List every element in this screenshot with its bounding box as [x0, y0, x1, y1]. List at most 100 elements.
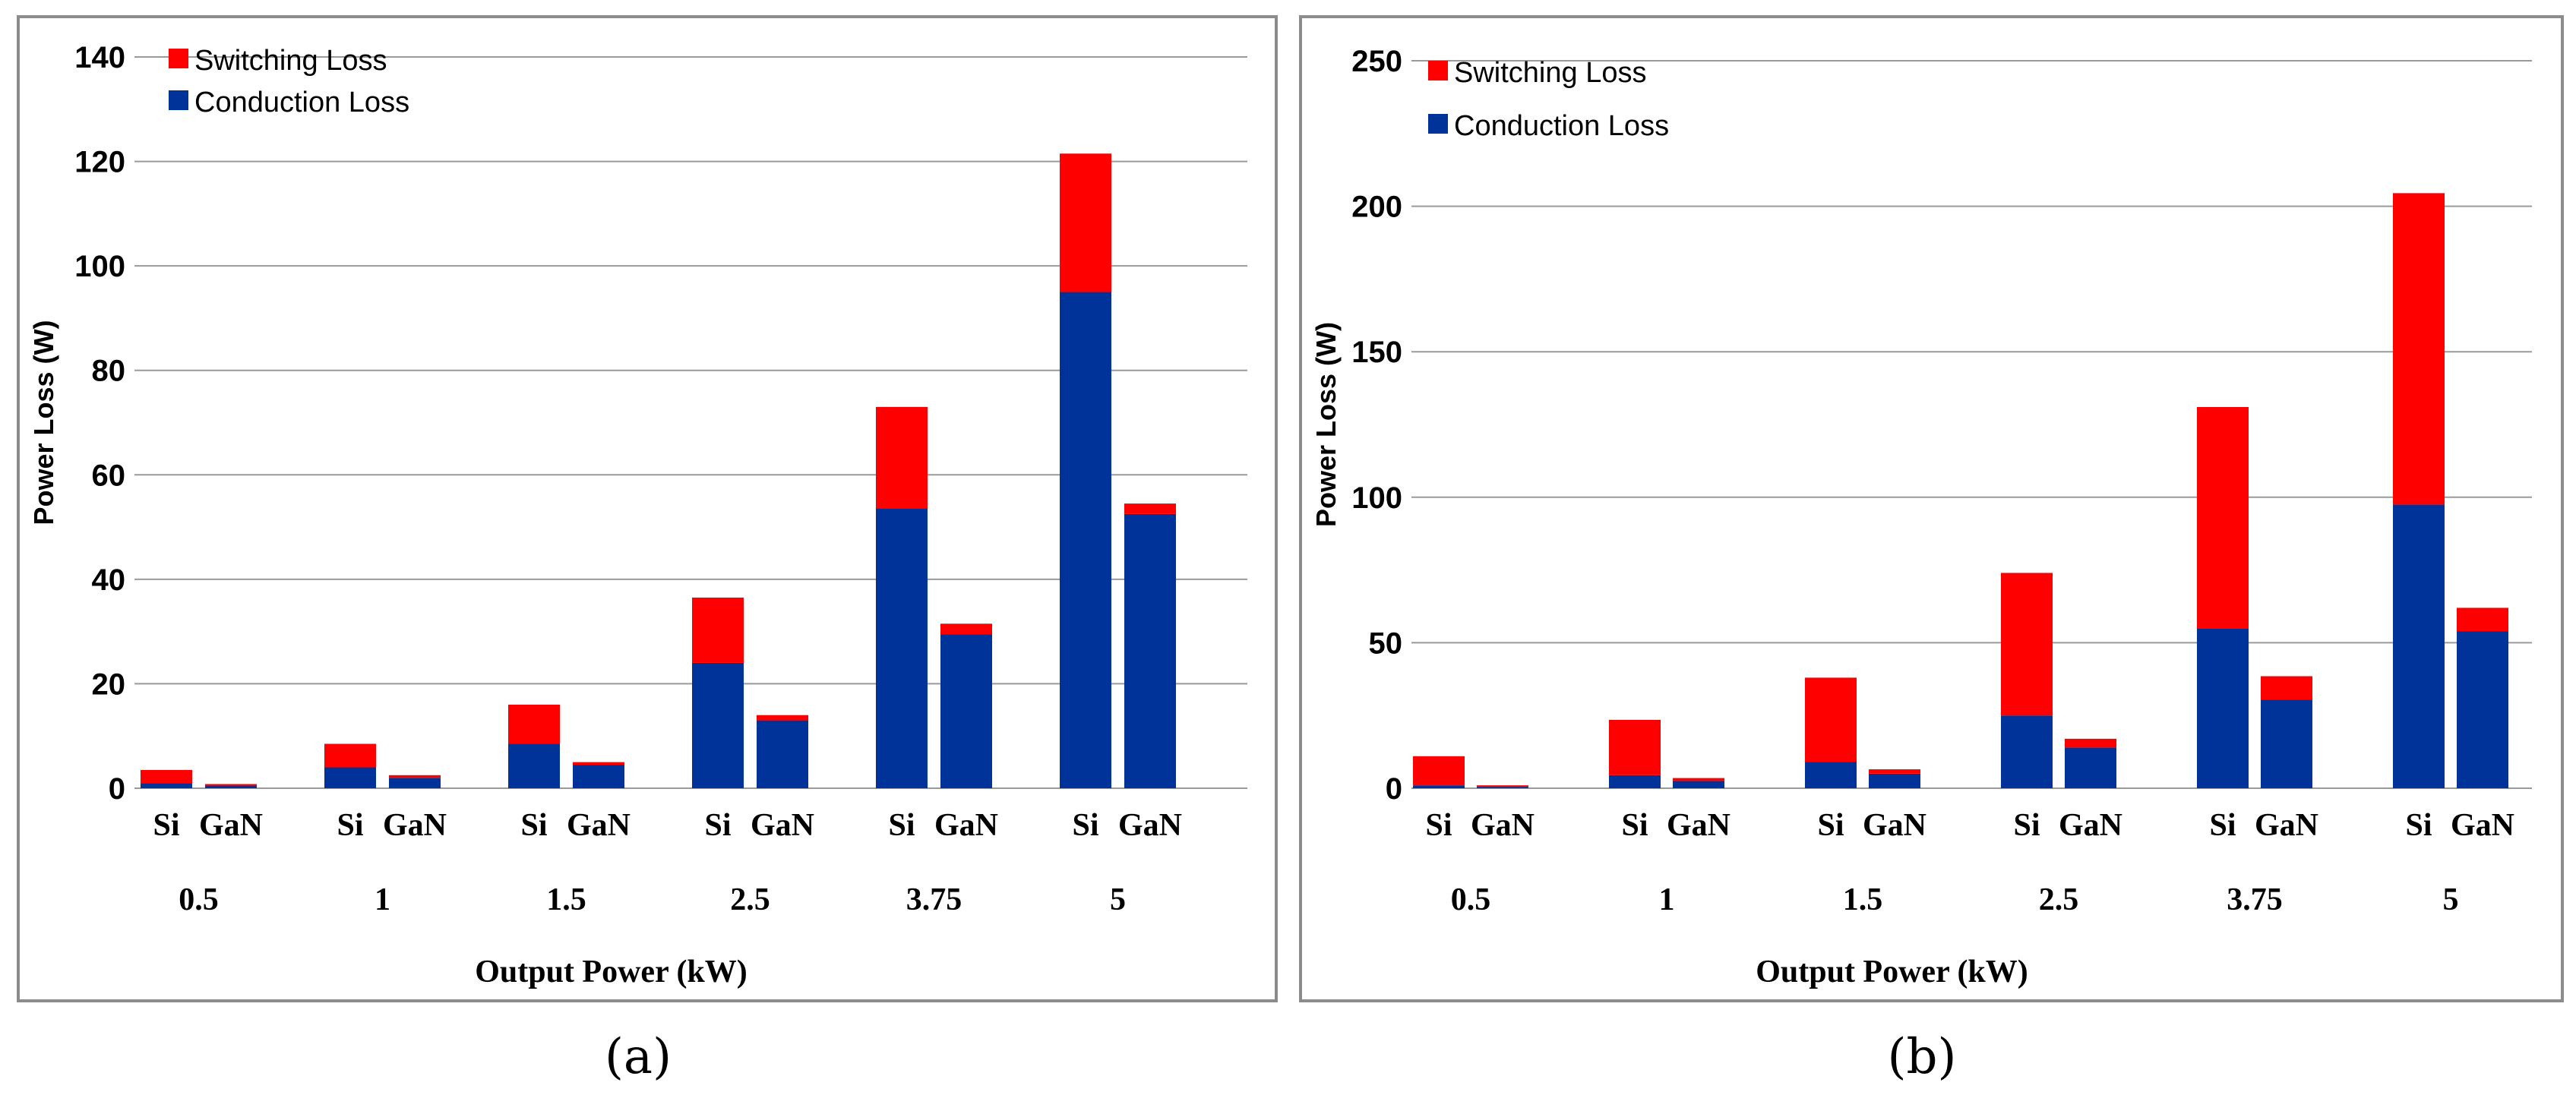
device-label: Si	[704, 808, 731, 843]
legend-label-switching: Switching Loss	[194, 45, 387, 77]
bar-conduction-si-2.5	[2001, 715, 2053, 788]
bar-switching-gan-1.5	[573, 762, 624, 765]
y-tick-label: 0	[109, 772, 125, 806]
bar-conduction-si-0.5	[1413, 785, 1465, 788]
caption-a: (a)	[604, 1029, 672, 1085]
bar-conduction-gan-3.75	[940, 634, 992, 788]
device-label: GaN	[1118, 808, 1182, 843]
device-label: Si	[1817, 808, 1844, 843]
bar-conduction-gan-1.5	[1869, 773, 1920, 788]
device-label: GaN	[1863, 808, 1926, 843]
device-label: Si	[520, 808, 547, 843]
device-label: Si	[1072, 808, 1098, 843]
y-tick-label: 150	[1351, 336, 1402, 369]
category-label: 2.5	[2039, 882, 2079, 917]
legend-label-conduction: Conduction Loss	[194, 87, 409, 118]
device-label: GaN	[2451, 808, 2514, 843]
bar-conduction-gan-5	[2457, 631, 2508, 788]
bar-switching-si-5	[1060, 153, 1111, 292]
bar-conduction-gan-0.5	[205, 785, 257, 788]
legend-label-switching: Switching Loss	[1454, 57, 1646, 89]
device-label: Si	[153, 808, 179, 843]
legend-swatch-switching	[169, 49, 188, 68]
bar-switching-si-3.75	[876, 406, 928, 509]
bar-conduction-si-1.5	[1805, 762, 1857, 788]
device-label: Si	[2405, 808, 2432, 843]
bar-switching-gan-1	[1673, 778, 1724, 781]
y-tick-label: 200	[1351, 191, 1402, 224]
y-axis-title: Power Loss (W)	[28, 320, 59, 525]
device-label: GaN	[2255, 808, 2318, 843]
y-tick-label: 120	[74, 146, 125, 179]
category-label: 0.5	[179, 882, 219, 917]
legend-label-conduction: Conduction Loss	[1454, 110, 1669, 142]
device-label: GaN	[2059, 808, 2122, 843]
bar-switching-gan-5	[2457, 607, 2508, 632]
device-label: Si	[2013, 808, 2040, 843]
bar-switching-gan-3.75	[940, 623, 992, 635]
bar-switching-gan-2.5	[757, 715, 808, 721]
bar-switching-si-0.5	[141, 769, 192, 784]
bar-conduction-si-1	[324, 767, 376, 788]
bar-conduction-si-2.5	[692, 662, 744, 788]
bar-conduction-gan-2.5	[757, 720, 808, 788]
y-tick-label: 40	[92, 563, 126, 597]
bar-conduction-gan-1	[389, 778, 441, 788]
device-label: GaN	[1667, 808, 1731, 843]
device-label: GaN	[1471, 808, 1535, 843]
bar-switching-gan-5	[1124, 503, 1176, 514]
caption-b: (b)	[1887, 1029, 1957, 1085]
device-label: GaN	[751, 808, 814, 843]
device-label: GaN	[567, 808, 631, 843]
y-tick-label: 250	[1351, 45, 1402, 78]
x-axis-title: Output Power (kW)	[1756, 955, 2028, 989]
device-label: Si	[888, 808, 915, 843]
bar-conduction-si-0.5	[141, 783, 192, 788]
bar-switching-si-1.5	[1805, 677, 1857, 762]
y-tick-label: 100	[74, 250, 125, 283]
bar-conduction-gan-5	[1124, 513, 1176, 788]
bar-switching-gan-1.5	[1869, 769, 1920, 774]
bar-conduction-si-1	[1609, 775, 1661, 788]
x-axis-title: Output Power (kW)	[475, 955, 748, 989]
bar-switching-si-1	[1609, 719, 1661, 775]
bar-switching-si-1.5	[508, 704, 560, 744]
bar-switching-gan-3.75	[2261, 676, 2312, 700]
device-label: Si	[2209, 808, 2236, 843]
category-label: 5	[1110, 882, 1126, 917]
device-label: GaN	[383, 808, 447, 843]
bar-switching-si-3.75	[2197, 407, 2249, 629]
chart-frame	[1299, 15, 2564, 1002]
bar-conduction-gan-1.5	[573, 765, 624, 788]
bar-conduction-si-3.75	[876, 508, 928, 788]
category-label: 0.5	[1451, 882, 1491, 917]
category-label: 3.75	[2227, 882, 2283, 917]
bar-switching-si-0.5	[1413, 756, 1465, 786]
y-tick-label: 0	[1386, 772, 1402, 806]
bar-conduction-gan-3.75	[2261, 699, 2312, 788]
bar-switching-gan-1	[389, 775, 441, 778]
legend-swatch-switching	[1428, 61, 1448, 80]
category-label: 1	[1659, 882, 1675, 917]
device-label: Si	[337, 808, 363, 843]
legend-swatch-conduction	[169, 90, 188, 110]
chart-b: 0 50 100 150 200 250 Power Loss (W) Si GaN 0.5 Si G…	[1299, 15, 2564, 1002]
y-tick-label: 50	[1369, 626, 1403, 660]
category-label: 5	[2443, 882, 2459, 917]
bar-conduction-si-1.5	[508, 743, 560, 788]
bar-switching-si-1	[324, 743, 376, 768]
y-tick-label: 140	[74, 41, 125, 74]
device-label: GaN	[199, 808, 263, 843]
y-tick-label: 100	[1351, 481, 1402, 515]
y-axis-title: Power Loss (W)	[1310, 322, 1342, 527]
category-label: 1	[375, 882, 390, 917]
bar-conduction-gan-2.5	[2065, 747, 2116, 788]
bar-conduction-gan-0.5	[1477, 787, 1528, 788]
category-label: 2.5	[730, 882, 770, 917]
y-tick-label: 80	[92, 355, 126, 388]
category-label: 1.5	[546, 882, 586, 917]
bar-switching-si-2.5	[2001, 573, 2053, 716]
bar-conduction-si-5	[1060, 292, 1111, 788]
y-tick-label: 60	[92, 459, 126, 492]
y-tick-label: 20	[92, 667, 126, 701]
